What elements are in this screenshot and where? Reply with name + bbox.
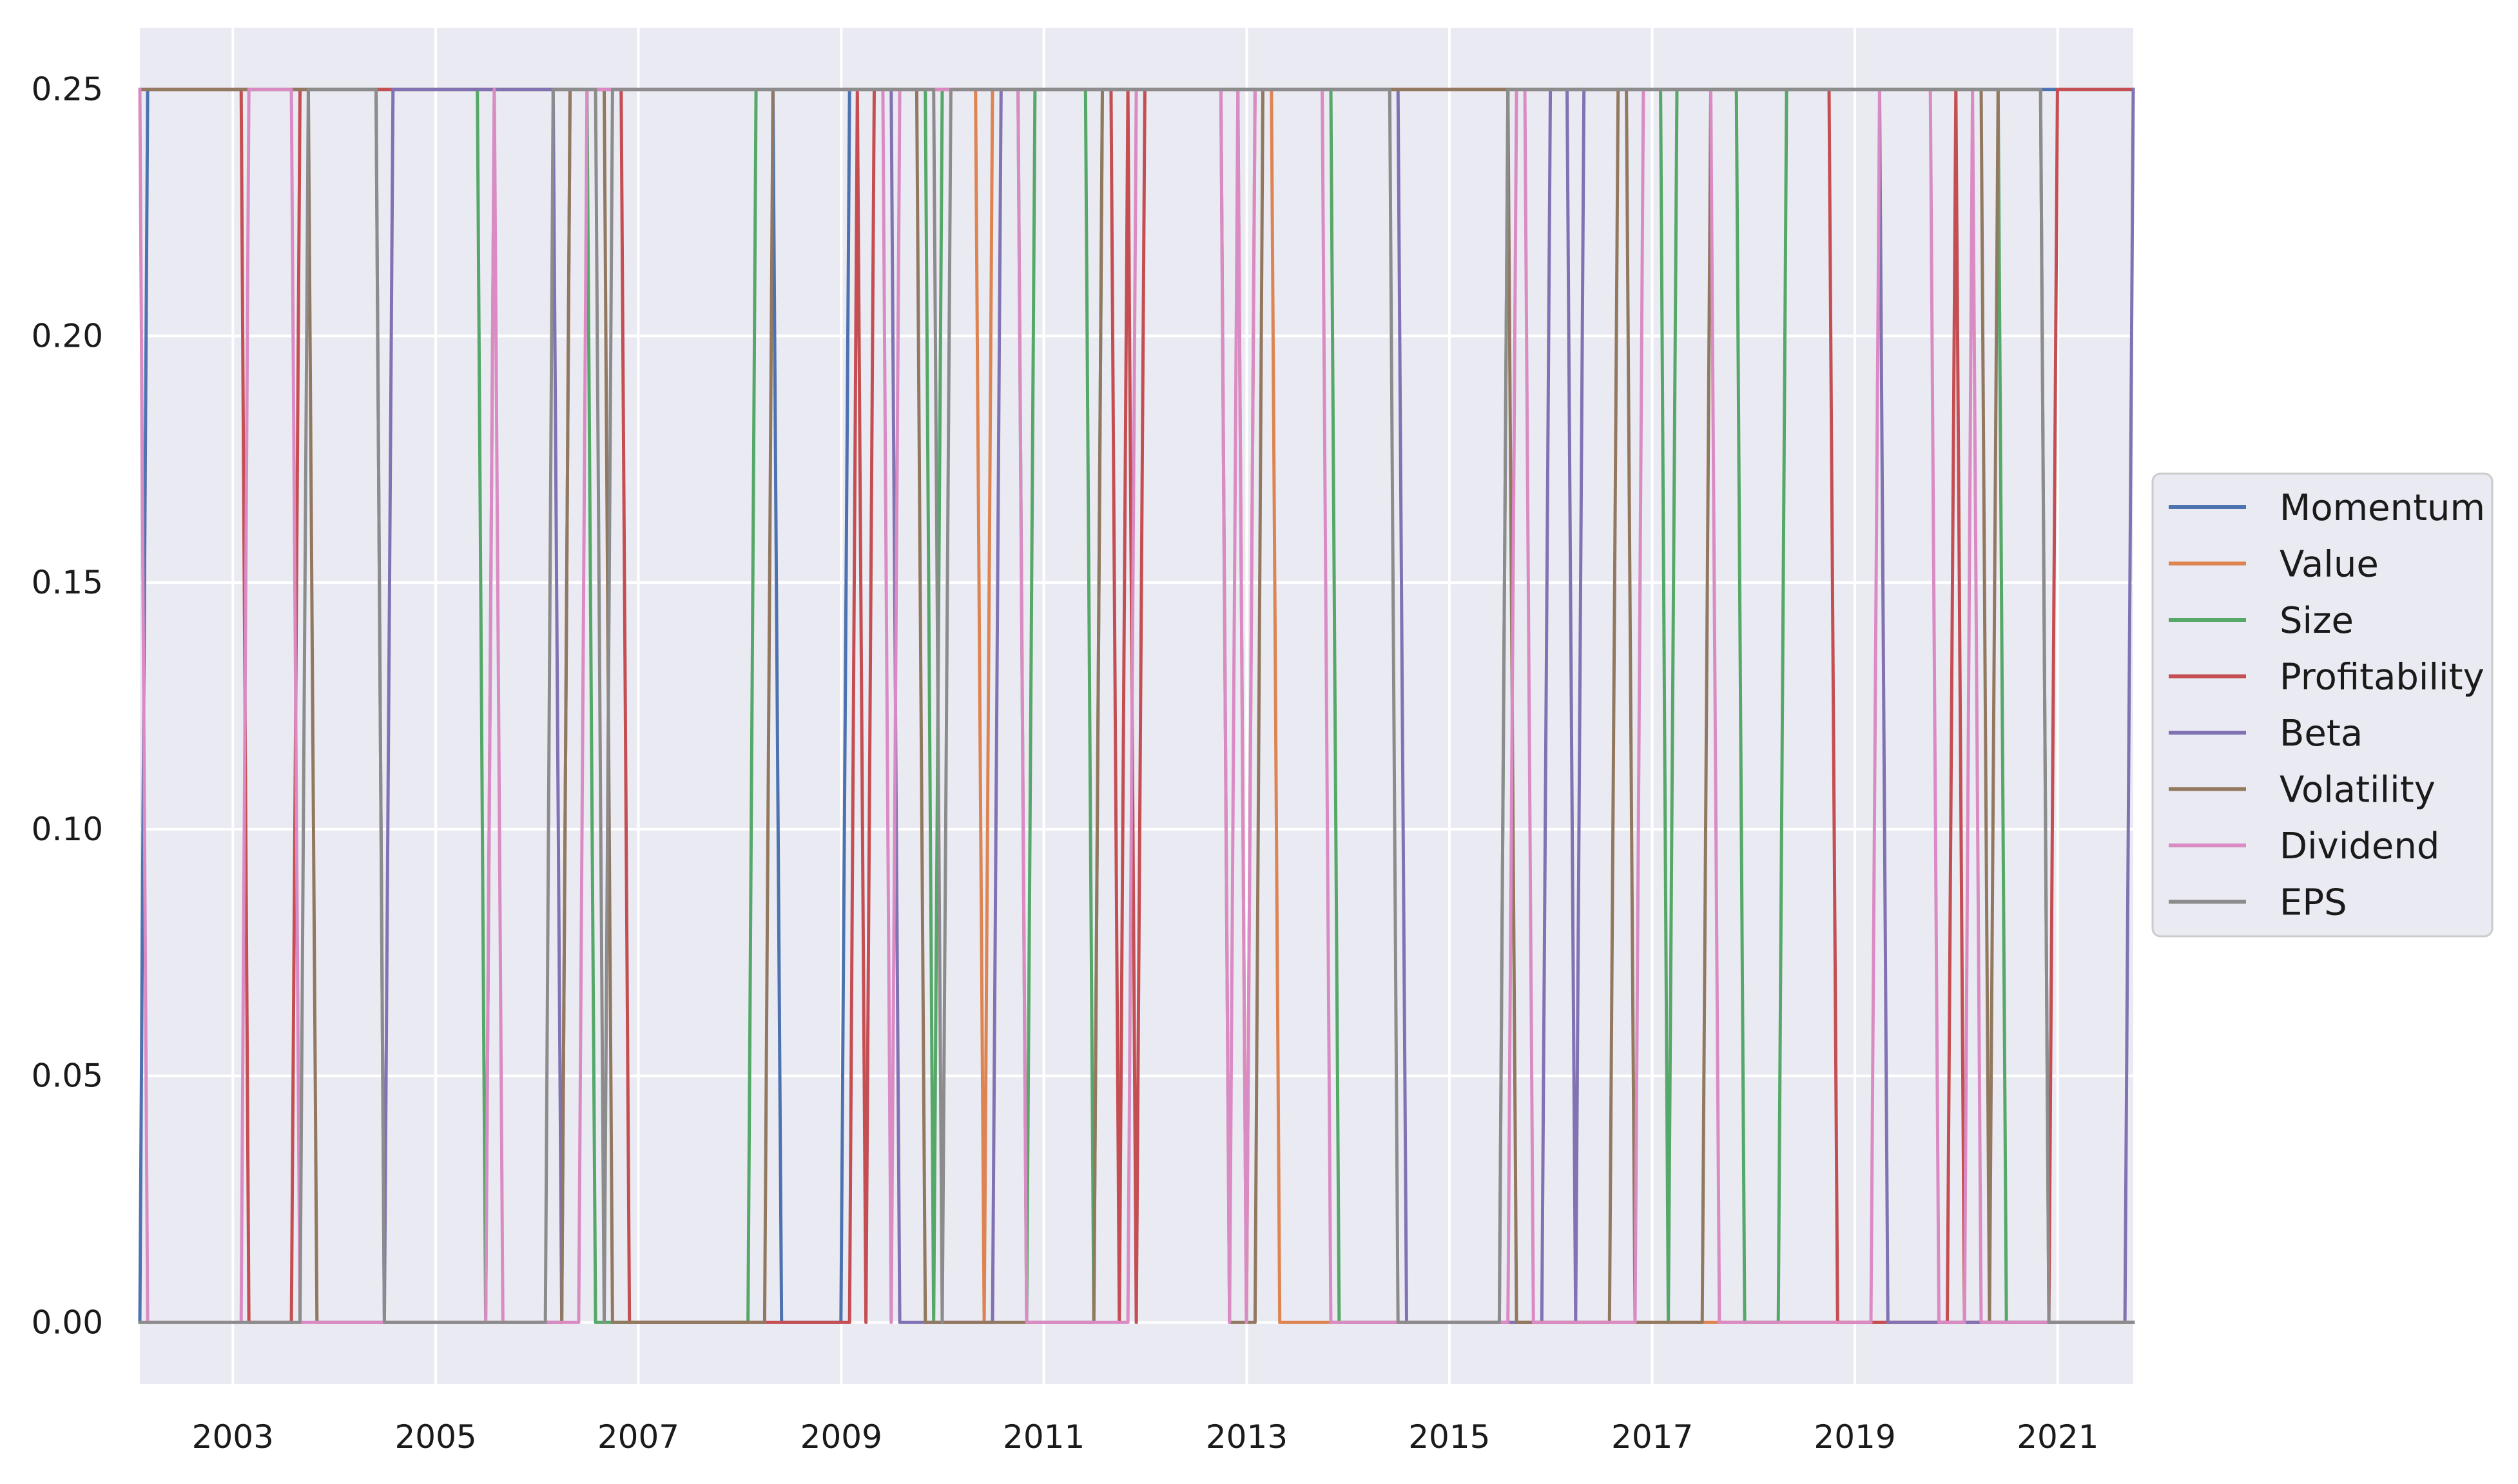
x-tick-label: 2015 xyxy=(1408,1418,1490,1456)
x-tick-label: 2019 xyxy=(1814,1418,1895,1456)
x-tick-label: 2013 xyxy=(1206,1418,1288,1456)
x-tick-label: 2017 xyxy=(1611,1418,1693,1456)
legend-label: Profitability xyxy=(2280,657,2484,699)
x-tick-label: 2011 xyxy=(1003,1418,1085,1456)
x-tick-label: 2009 xyxy=(800,1418,882,1456)
legend-label: Value xyxy=(2280,544,2379,586)
y-tick-label: 0.15 xyxy=(32,564,103,601)
x-tick-label: 2003 xyxy=(192,1418,274,1456)
y-tick-label: 0.25 xyxy=(32,71,103,108)
legend-label: Beta xyxy=(2280,713,2363,755)
y-tick-label: 0.10 xyxy=(32,811,103,848)
legend-label: Volatility xyxy=(2280,769,2436,811)
x-tick-label: 2021 xyxy=(2017,1418,2098,1456)
legend-label: Momentum xyxy=(2280,487,2485,529)
x-axis-ticks: 2003 2005 2007 2009 2011 2013 2015 2017 2019 2021 xyxy=(192,1418,2099,1456)
y-axis-ticks: 0.00 0.05 0.10 0.15 0.20 0.25 xyxy=(32,71,103,1342)
y-tick-label: 0.00 xyxy=(32,1304,103,1341)
legend-box xyxy=(2151,472,2494,938)
x-tick-label: 2005 xyxy=(394,1418,476,1456)
legend-label: EPS xyxy=(2280,882,2347,924)
legend: Momentum Value Size Profitability Beta Volati… xyxy=(2151,472,2494,938)
legend-label: Size xyxy=(2280,600,2354,642)
y-tick-label: 0.05 xyxy=(32,1057,103,1095)
series-line-profitability xyxy=(138,88,2135,1324)
series-line-eps xyxy=(138,88,2135,1324)
legend-label: Dividend xyxy=(2280,825,2439,867)
y-tick-label: 0.20 xyxy=(32,317,103,354)
x-tick-label: 2007 xyxy=(597,1418,679,1456)
series-lines xyxy=(138,88,2135,1324)
